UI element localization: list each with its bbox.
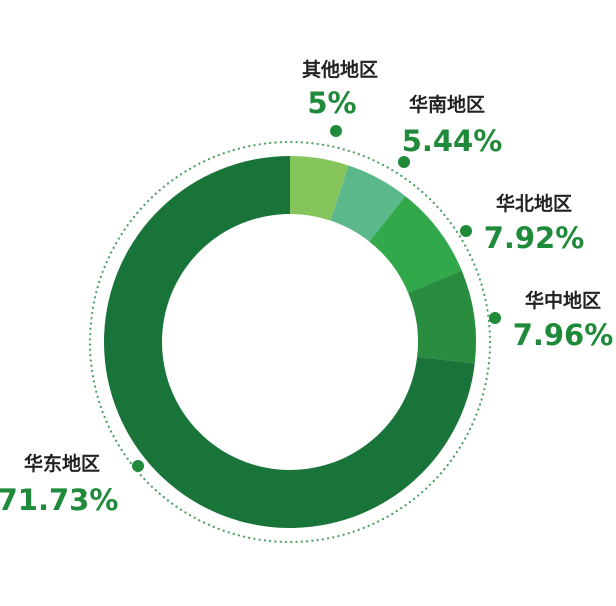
donut-slice-4	[104, 156, 475, 528]
slice-label-4: 华东地区	[24, 452, 100, 475]
callout-dot-1	[398, 156, 410, 168]
donut-slice-1	[330, 165, 406, 242]
donut-slice-2	[369, 196, 462, 293]
slice-label-1: 华南地区	[409, 93, 485, 116]
slice-label-3: 华中地区	[525, 289, 601, 312]
guide-ring	[88, 140, 492, 544]
callout-dot-0	[330, 125, 342, 137]
callout-dot-4	[132, 460, 144, 472]
center-title-line-1: 地域分析	[214, 343, 366, 387]
slice-label-2: 华北地区	[496, 192, 572, 215]
slice-value-3: 7.96%	[513, 318, 614, 352]
center-title-line-0: 国内观众	[214, 281, 366, 325]
slice-value-0: 5%	[307, 86, 356, 120]
slice-value-2: 7.92%	[484, 221, 585, 255]
donut-slice-0	[290, 156, 349, 221]
slice-value-1: 5.44%	[402, 124, 503, 158]
callout-dot-2	[460, 225, 472, 237]
slice-label-0: 其他地区	[302, 58, 378, 81]
donut-slice-3	[408, 270, 476, 364]
slice-value-4: 71.73%	[0, 483, 118, 517]
callout-dot-3	[489, 312, 501, 324]
